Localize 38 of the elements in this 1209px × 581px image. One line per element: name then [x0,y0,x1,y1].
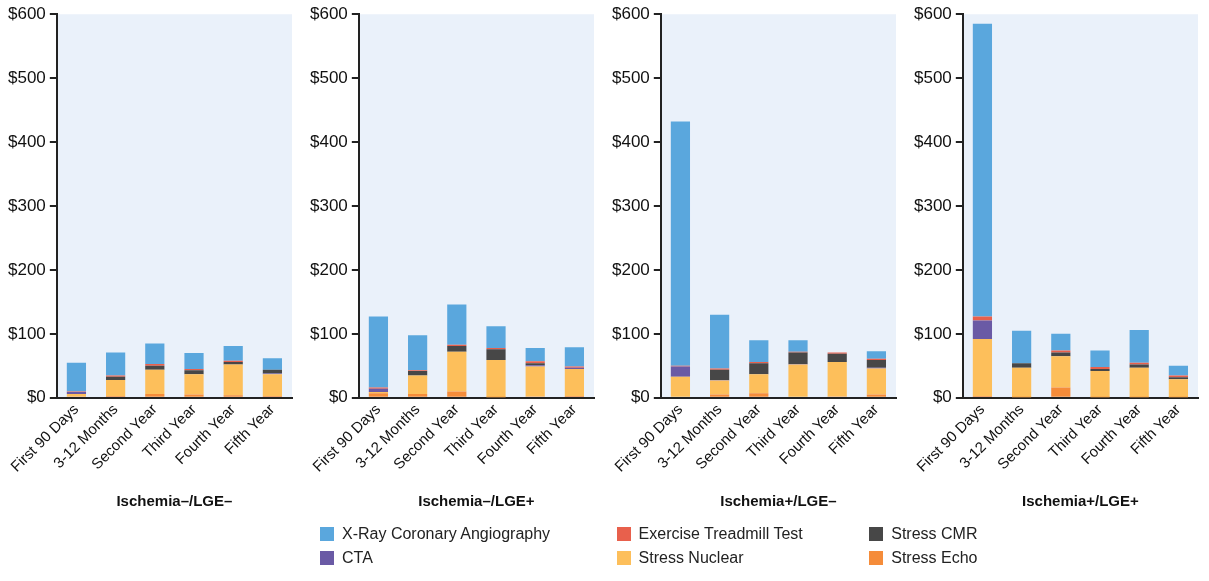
y-tick-label: $100 [7,323,46,343]
x-axis-title: Ischemia+/LGE– [720,492,837,510]
legend-label: Exercise Treadmill Test [638,525,803,543]
legend-label: X-Ray Coronary Angiography [342,525,551,543]
y-tick-label: $100 [913,323,952,343]
y-tick-label: $300 [309,195,348,215]
legend-label: Stress CMR [891,525,978,543]
y-tick-label: $600 [309,3,348,23]
y-tick-label: $100 [611,323,650,343]
y-tick-label: $600 [7,3,46,23]
y-tick-label: $300 [913,195,952,215]
y-tick-label: $500 [309,67,348,87]
x-axis-title: Ischemia–/LGE+ [418,492,535,510]
legend-label: Stress Echo [891,549,978,567]
y-tick-label: $200 [611,259,650,279]
y-tick-label: $500 [913,67,952,87]
y-tick-label: $600 [611,3,650,23]
y-tick-label: $0 [26,387,46,407]
legend-label: CTA [342,549,373,567]
y-tick-label: $200 [309,259,348,279]
x-axis-title: Ischemia+/LGE+ [1022,492,1140,510]
y-tick-label: $0 [630,387,650,407]
y-tick-label: $200 [913,259,952,279]
y-tick-label: $400 [611,131,650,151]
y-tick-label: $200 [7,259,46,279]
y-tick-label: $400 [913,131,952,151]
y-tick-label: $0 [932,387,952,407]
y-tick-label: $0 [328,387,348,407]
y-tick-label: $600 [913,3,952,23]
legend-label: Stress Nuclear [638,549,744,567]
y-tick-label: $400 [309,131,348,151]
y-tick-label: $500 [7,67,46,87]
y-tick-label: $500 [611,67,650,87]
y-tick-label: $100 [309,323,348,343]
y-tick-label: $300 [611,195,650,215]
x-axis-title: Ischemia–/LGE– [116,492,233,510]
y-tick-label: $300 [7,195,46,215]
y-tick-label: $400 [7,131,46,151]
